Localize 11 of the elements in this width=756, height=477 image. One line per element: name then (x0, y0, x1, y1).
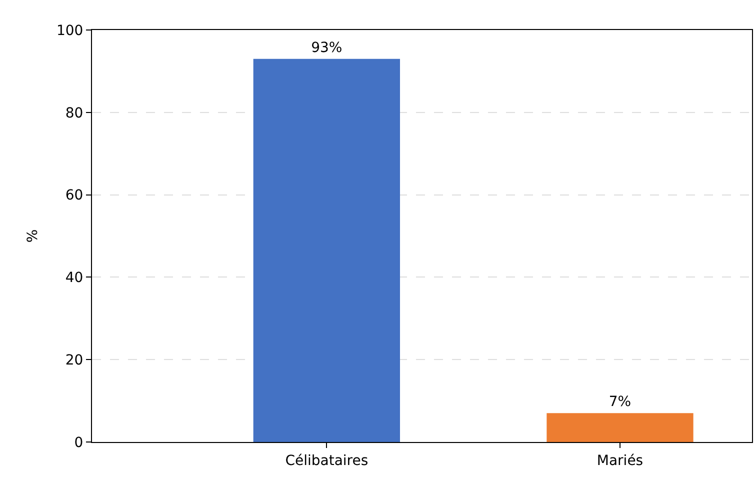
x-tick-label: Mariés (596, 452, 644, 469)
data-label: 7% (608, 394, 632, 410)
y-tick-label: 0 (74, 434, 84, 451)
y-tick-label: 40 (65, 270, 84, 286)
data-label: 93% (311, 40, 342, 56)
y-tick-label: 100 (56, 22, 84, 39)
y-axis-title: % (25, 229, 42, 243)
y-tick-label: 20 (65, 352, 84, 368)
y-tick-label: 80 (65, 105, 84, 122)
y-tick-label: 60 (65, 188, 84, 204)
x-tick-label: Célibataires (285, 452, 368, 469)
